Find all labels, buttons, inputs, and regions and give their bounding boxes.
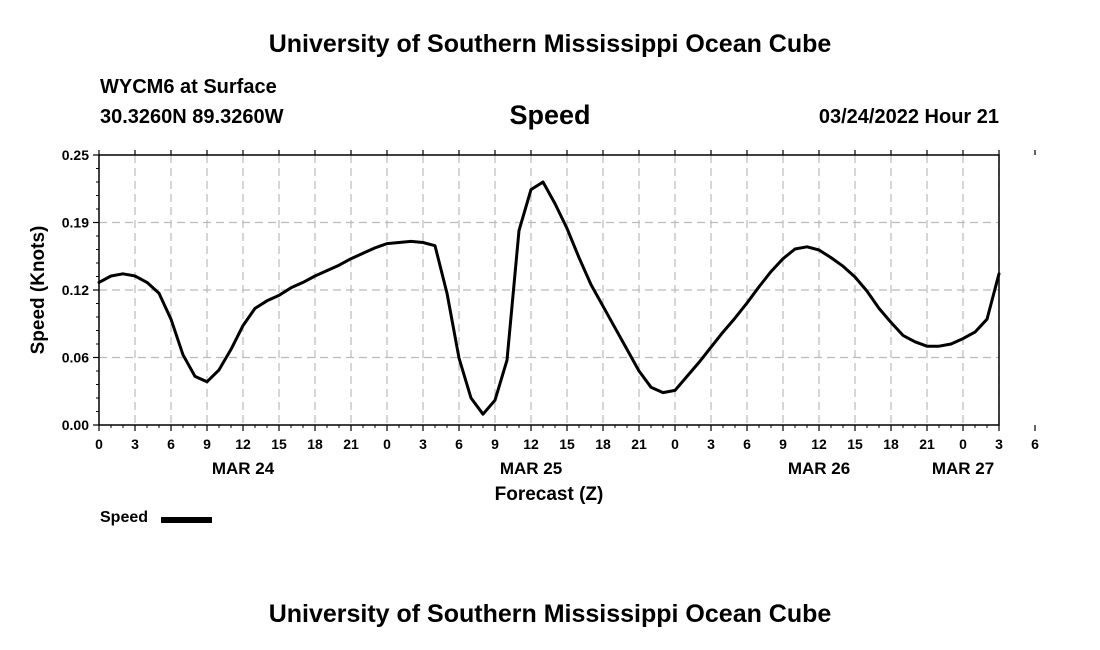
y-axis-title: Speed (Knots) <box>28 226 49 355</box>
x-tick-label: 21 <box>343 436 359 452</box>
x-tick-label: 3 <box>995 436 1003 452</box>
x-tick-label: 0 <box>671 436 679 452</box>
x-tick-label: 0 <box>959 436 967 452</box>
x-tick-label: 6 <box>1031 436 1039 452</box>
x-tick-label: 0 <box>95 436 103 452</box>
x-tick-label: 6 <box>743 436 751 452</box>
x-tick-label: 9 <box>491 436 499 452</box>
chart-title-bottom: University of Southern Mississippi Ocean… <box>268 600 832 628</box>
y-tick-label: 0.00 <box>62 417 89 433</box>
y-tick-label: 0.25 <box>62 147 89 163</box>
x-tick-label: 15 <box>559 436 575 452</box>
x-tick-label: 18 <box>883 436 899 452</box>
x-tick-label: 12 <box>235 436 251 452</box>
date-hour-label: 03/24/2022 Hour 21 <box>818 106 999 128</box>
date-label: MAR 25 <box>500 459 562 478</box>
date-label: MAR 26 <box>788 459 850 478</box>
x-tick-label: 12 <box>811 436 827 452</box>
y-tick-label: 0.06 <box>62 350 89 366</box>
x-tick-label: 6 <box>455 436 463 452</box>
x-tick-label: 0 <box>383 436 391 452</box>
x-tick-label: 21 <box>919 436 935 452</box>
y-tick-label: 0.19 <box>62 215 89 231</box>
legend-swatch <box>161 517 212 523</box>
series-line-speed <box>97 180 1001 416</box>
coordinates-label: 30.3260N 89.3260W <box>100 106 284 128</box>
x-tick-label: 18 <box>307 436 323 452</box>
x-tick-label: 15 <box>847 436 863 452</box>
x-tick-label: 15 <box>271 436 287 452</box>
station-label: WYCM6 at Surface <box>100 76 277 98</box>
chart-title-top: University of Southern Mississippi Ocean… <box>268 30 832 58</box>
x-tick-label: 3 <box>419 436 427 452</box>
x-axis-title: Forecast (Z) <box>495 484 604 505</box>
x-tick-label: 18 <box>595 436 611 452</box>
x-tick-label: 12 <box>523 436 539 452</box>
variable-title: Speed <box>509 100 591 130</box>
x-tick-label: 6 <box>167 436 175 452</box>
x-tick-label: 9 <box>779 436 787 452</box>
date-label: MAR 27 <box>932 459 994 478</box>
date-label: MAR 24 <box>212 459 275 478</box>
series-layer <box>97 180 1001 416</box>
axis-labels: 0.00 0.06 0.12 0.19 0.25 0 3 6 9 12 15 18 21 0 3 6 9 12 15… <box>28 147 1039 505</box>
x-tick-label: 9 <box>203 436 211 452</box>
plot-frame <box>98 154 1000 426</box>
legend-label: Speed <box>100 509 149 526</box>
x-tick-label: 3 <box>707 436 715 452</box>
x-tick-label: 3 <box>131 436 139 452</box>
y-tick-label: 0.12 <box>62 282 89 298</box>
x-tick-label: 21 <box>631 436 647 452</box>
